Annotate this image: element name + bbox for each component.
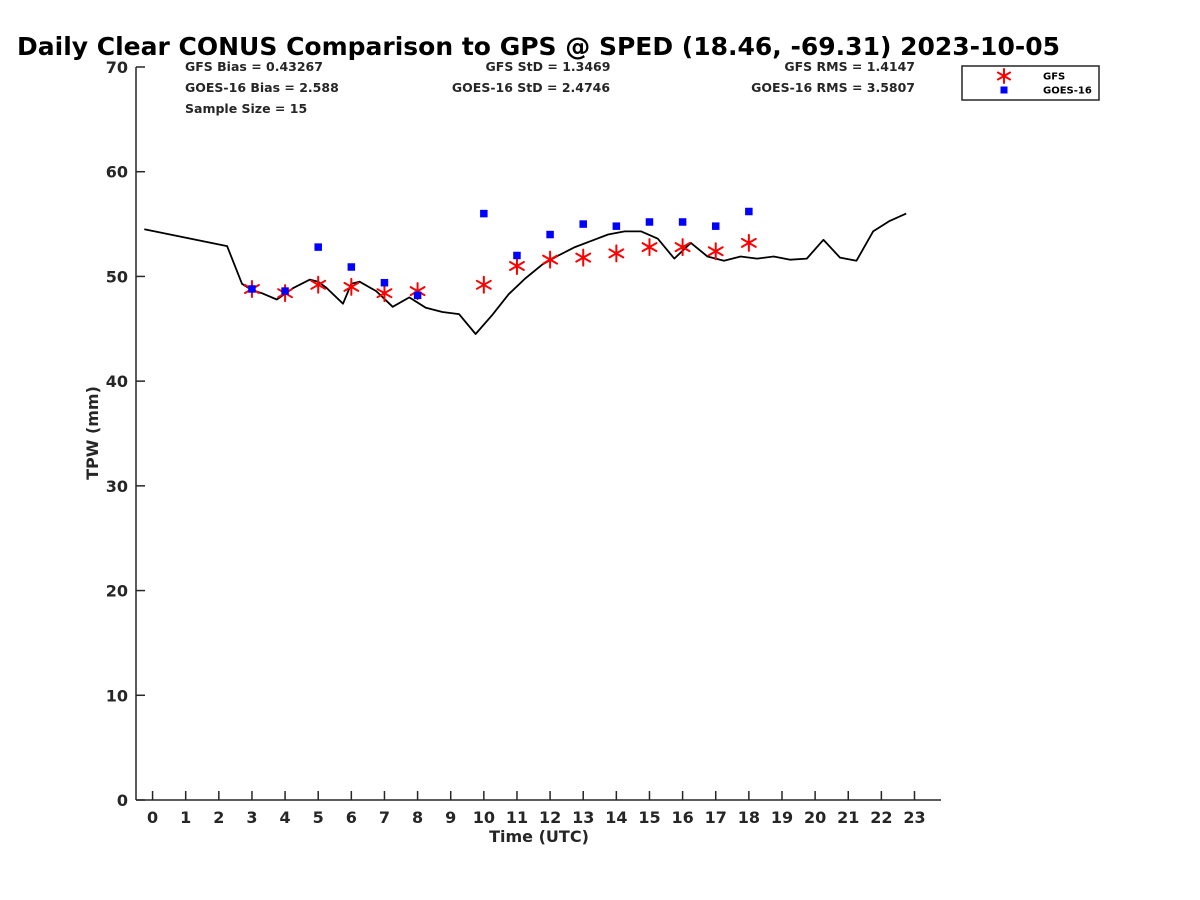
x-tick-label: 2 bbox=[213, 808, 224, 827]
x-tick-label: 22 bbox=[870, 808, 892, 827]
x-tick-label: 14 bbox=[605, 808, 627, 827]
point-gfs bbox=[641, 238, 658, 257]
stat-gfs-bias: GFS Bias = 0.43267 bbox=[185, 59, 323, 74]
point-goes-16 bbox=[711, 222, 720, 230]
stat-goes-std: GOES-16 StD = 2.4746 bbox=[452, 80, 610, 95]
stat-goes-bias: GOES-16 Bias = 2.588 bbox=[185, 80, 339, 95]
x-tick-label: 5 bbox=[313, 808, 324, 827]
y-tick-label: 70 bbox=[106, 58, 128, 77]
x-tick-label: 3 bbox=[246, 808, 257, 827]
point-goes-16 bbox=[579, 220, 587, 228]
x-tick-label: 4 bbox=[280, 808, 291, 827]
point-gfs bbox=[509, 256, 525, 275]
stat-gfs-std: GFS StD = 1.3469 bbox=[486, 59, 611, 74]
x-tick-label: 11 bbox=[506, 808, 528, 827]
stat-sample-size: Sample Size = 15 bbox=[185, 101, 307, 116]
legend-marker-gfs bbox=[996, 68, 1012, 84]
x-tick-label: 0 bbox=[147, 808, 158, 827]
point-gfs bbox=[376, 284, 393, 303]
point-goes-16 bbox=[678, 218, 687, 226]
point-goes-16 bbox=[546, 230, 554, 239]
y-tick-label: 20 bbox=[106, 582, 128, 601]
point-goes-16 bbox=[480, 209, 488, 218]
point-gfs bbox=[674, 238, 691, 257]
x-tick-label: 21 bbox=[837, 808, 859, 827]
point-goes-16 bbox=[513, 251, 521, 260]
x-tick-label: 1 bbox=[180, 808, 191, 827]
point-goes-16 bbox=[347, 263, 356, 271]
x-tick-label: 19 bbox=[771, 808, 793, 827]
x-tick-label: 9 bbox=[445, 808, 456, 827]
point-goes-16 bbox=[380, 278, 389, 287]
point-gfs bbox=[542, 250, 559, 269]
stat-goes-rms: GOES-16 RMS = 3.5807 bbox=[751, 80, 915, 95]
x-tick-label: 13 bbox=[572, 808, 594, 827]
point-gfs bbox=[707, 242, 724, 261]
point-gfs bbox=[310, 275, 327, 294]
legend: GFS GOES-16 bbox=[961, 65, 1100, 101]
legend-marker-goes-16 bbox=[1000, 86, 1008, 94]
point-goes-16 bbox=[745, 207, 753, 216]
x-tick-label: 12 bbox=[539, 808, 561, 827]
y-tick-label: 10 bbox=[106, 686, 128, 705]
x-tick-label: 20 bbox=[804, 808, 826, 827]
y-tick-label: 60 bbox=[106, 163, 128, 182]
series-line-gps bbox=[144, 212, 907, 335]
x-tick-label: 16 bbox=[671, 808, 693, 827]
y-tick-label: 50 bbox=[106, 267, 128, 286]
stats-annotations: GFS Bias = 0.43267 GOES-16 Bias = 2.588 … bbox=[185, 59, 915, 116]
x-tick-label: 18 bbox=[738, 808, 760, 827]
stat-gfs-rms: GFS RMS = 1.4147 bbox=[784, 59, 915, 74]
x-tick-label: 8 bbox=[412, 808, 423, 827]
x-tick-label: 23 bbox=[903, 808, 925, 827]
y-tick-label: 40 bbox=[106, 372, 128, 391]
chart-title: Daily Clear CONUS Comparison to GPS @ SP… bbox=[17, 32, 1060, 61]
x-tick-label: 7 bbox=[379, 808, 390, 827]
x-axis-label: Time (UTC) bbox=[489, 827, 589, 846]
data-layer bbox=[144, 207, 907, 335]
point-goes-16 bbox=[413, 291, 422, 300]
legend-box bbox=[961, 65, 1100, 101]
point-goes-16 bbox=[314, 243, 322, 251]
point-gfs bbox=[740, 233, 757, 252]
legend-label-goes-16: GOES-16 bbox=[1043, 86, 1092, 97]
x-tick-label: 6 bbox=[346, 808, 357, 827]
x-tick-label: 15 bbox=[638, 808, 660, 827]
point-goes-16 bbox=[612, 222, 621, 230]
point-gfs bbox=[575, 248, 592, 267]
point-goes-16 bbox=[248, 285, 256, 293]
y-tick-label: 30 bbox=[106, 477, 128, 496]
x-tick-label: 17 bbox=[705, 808, 727, 827]
legend-label-gfs: GFS bbox=[1043, 72, 1065, 83]
point-goes-16 bbox=[281, 287, 289, 295]
point-gfs bbox=[343, 277, 360, 296]
point-gfs bbox=[608, 244, 625, 263]
point-goes-16 bbox=[645, 218, 654, 226]
x-tick-label: 10 bbox=[473, 808, 495, 827]
y-tick-label: 0 bbox=[117, 791, 128, 810]
y-axis-label: TPW (mm) bbox=[83, 386, 102, 480]
point-gfs bbox=[475, 275, 492, 294]
